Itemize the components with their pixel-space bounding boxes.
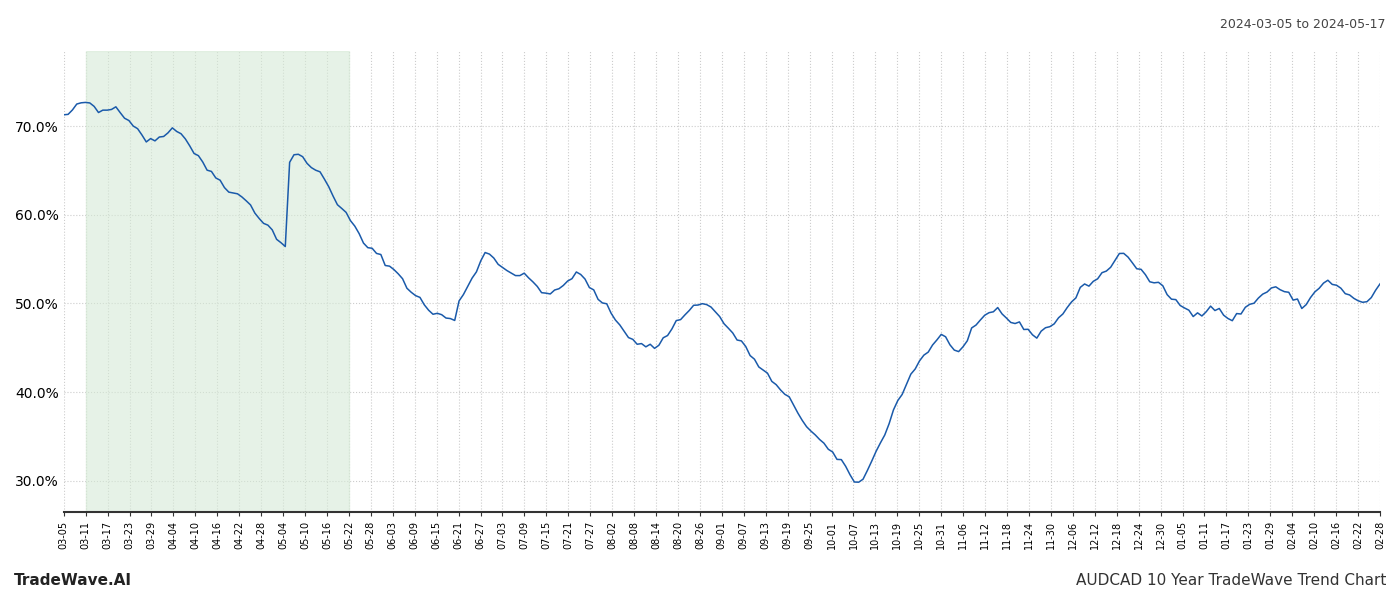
- Bar: [85, 51, 349, 512]
- Text: AUDCAD 10 Year TradeWave Trend Chart: AUDCAD 10 Year TradeWave Trend Chart: [1075, 573, 1386, 588]
- Text: 2024-03-05 to 2024-05-17: 2024-03-05 to 2024-05-17: [1221, 18, 1386, 31]
- Text: TradeWave.AI: TradeWave.AI: [14, 573, 132, 588]
